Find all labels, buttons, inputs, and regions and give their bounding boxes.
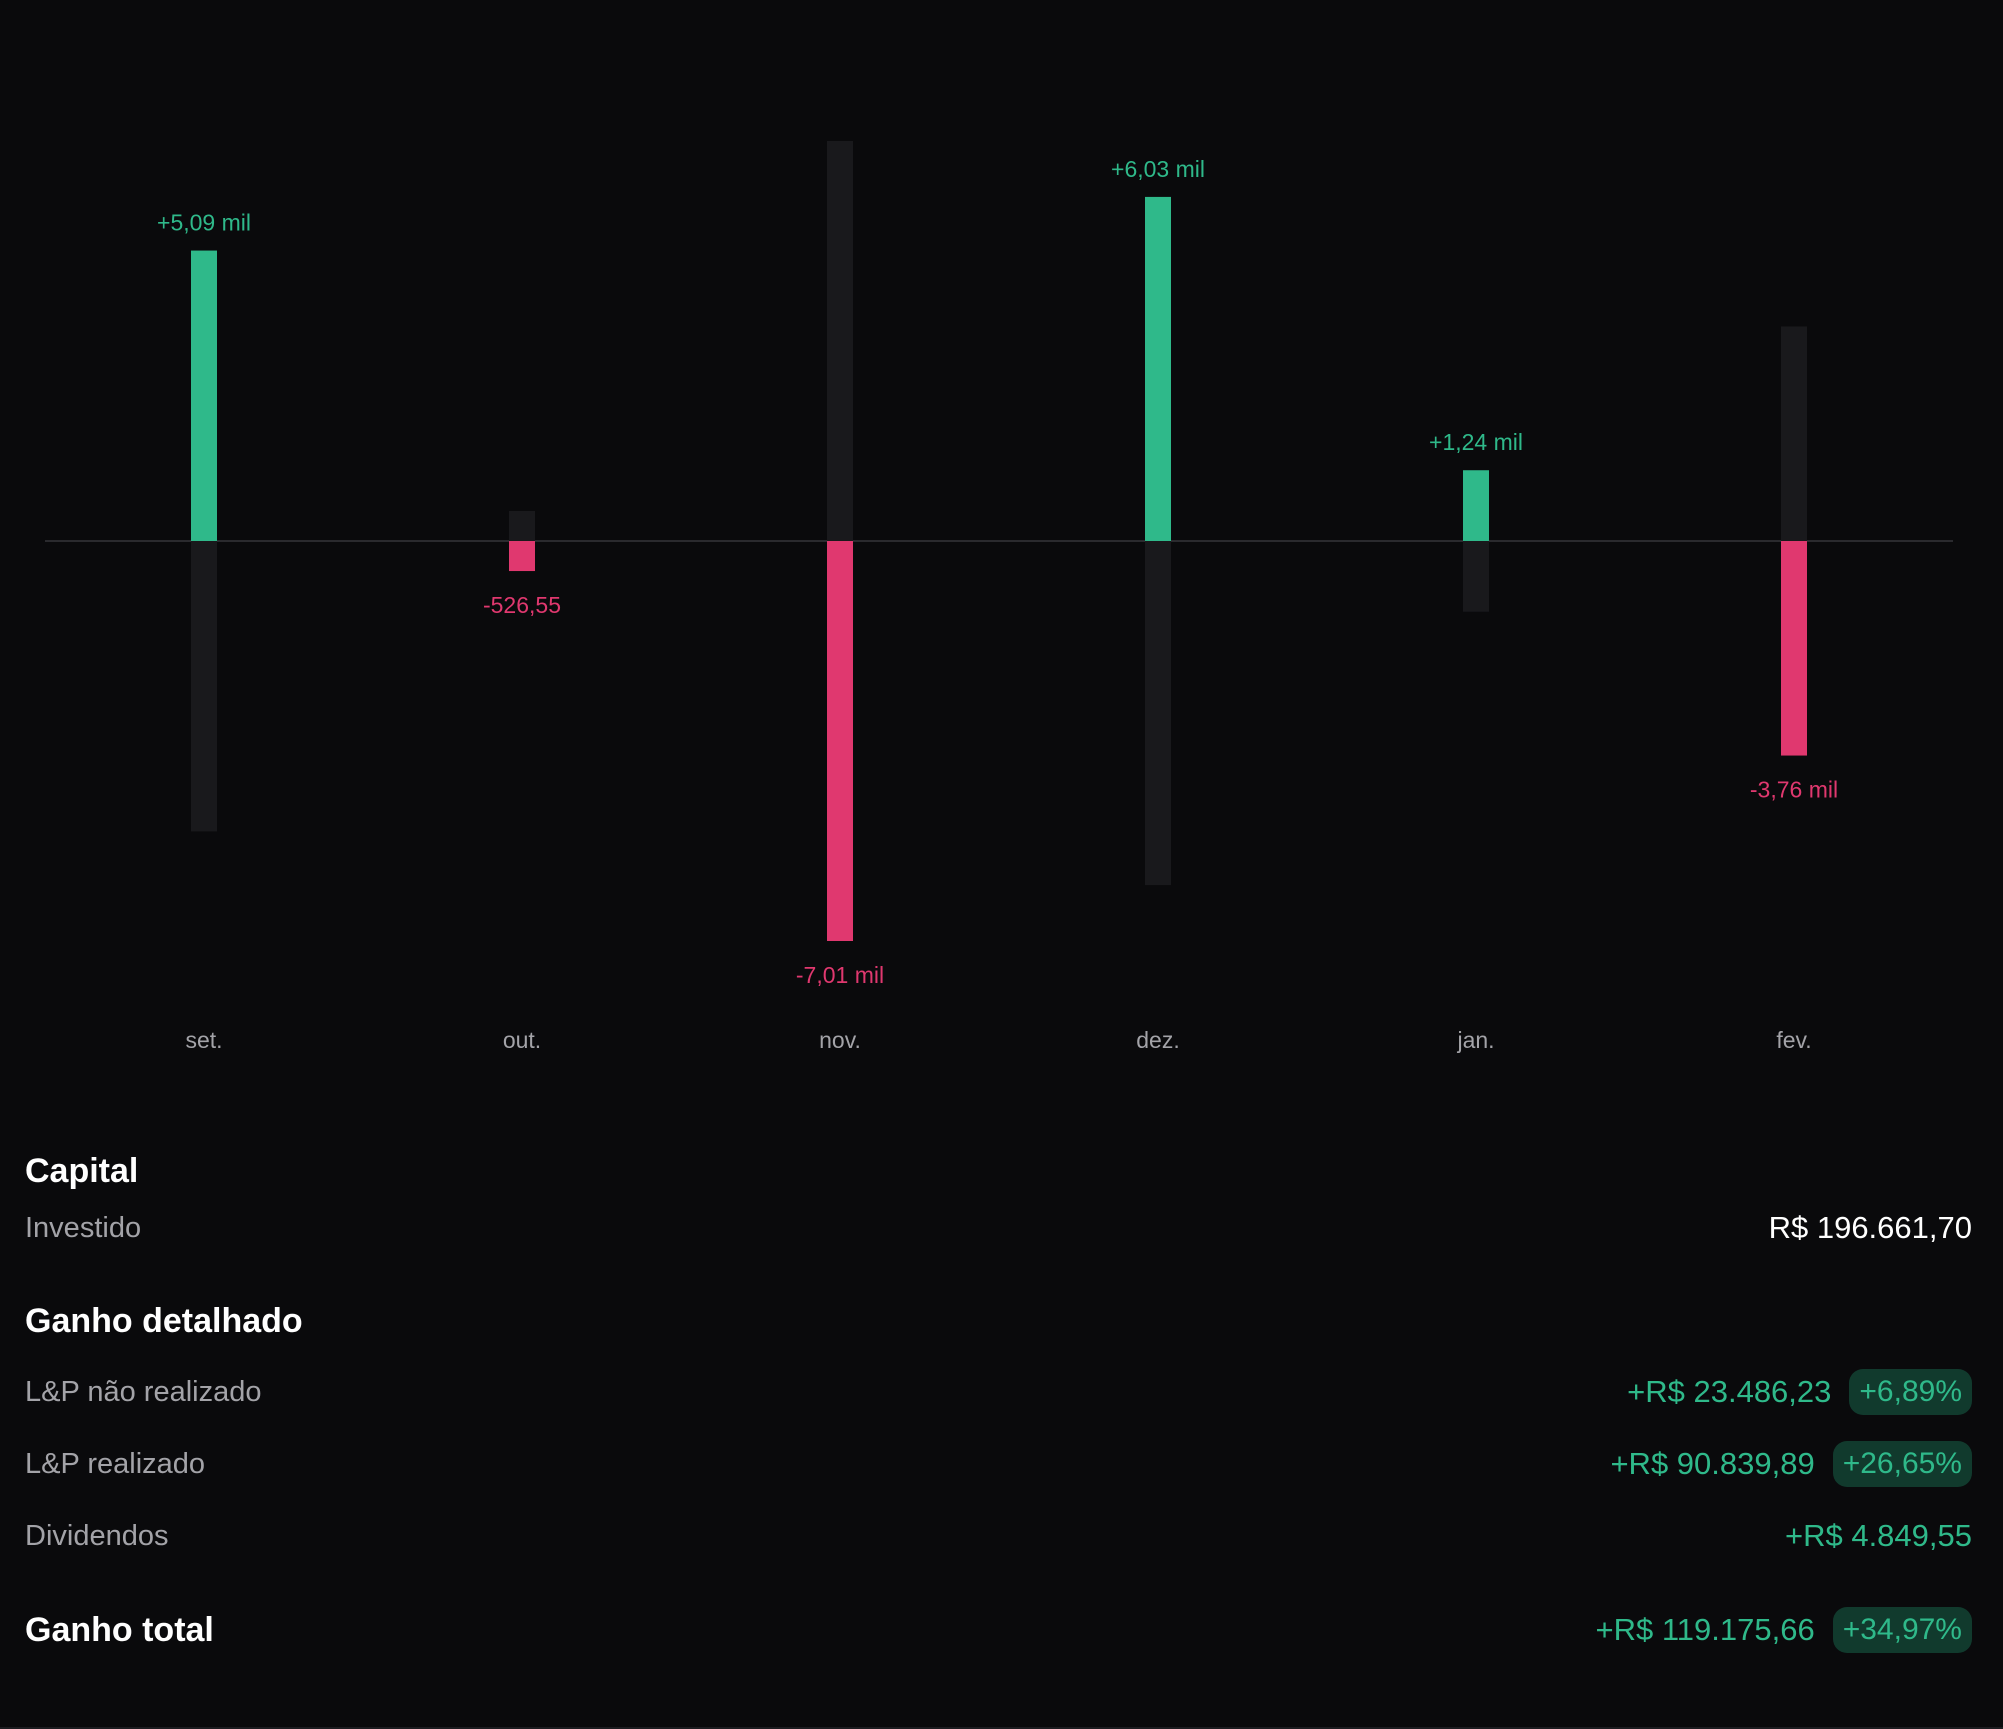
- value-label-4: +1,24 mil: [1429, 429, 1523, 455]
- total-values: +R$ 119.175,66 +34,97%: [1596, 1607, 1972, 1653]
- total-value: +R$ 119.175,66: [1595, 1612, 1815, 1647]
- tick-label-4: jan.: [1456, 1027, 1494, 1053]
- realized-values: +R$ 90.839,89 +26,65%: [1610, 1441, 1972, 1487]
- value-bar-2: [827, 541, 853, 941]
- value-label-3: +6,03 mil: [1111, 156, 1205, 182]
- dividends-row: Dividendos +R$ 4.849,55: [25, 1500, 1972, 1572]
- realized-row: L&P realizado +R$ 90.839,89 +26,65%: [25, 1428, 1972, 1500]
- value-label-1: -526,55: [483, 592, 561, 618]
- invested-row: Investido R$ 196.661,70: [25, 1192, 1972, 1264]
- summary-panel: Capital Investido R$ 196.661,70 Ganho de…: [25, 1150, 1972, 1674]
- tick-label-3: dez.: [1136, 1027, 1179, 1053]
- tick-label-5: fev.: [1776, 1027, 1811, 1053]
- dividends-label: Dividendos: [25, 1519, 169, 1552]
- value-bar-1: [509, 541, 535, 572]
- tick-label-0: set.: [185, 1027, 222, 1053]
- dividends-value: +R$ 4.849,55: [1784, 1518, 1972, 1553]
- tick-label-2: nov.: [819, 1027, 861, 1053]
- value-bar-3: [1145, 196, 1171, 542]
- total-pct-badge: +34,97%: [1832, 1607, 1972, 1653]
- value-label-5: -3,76 mil: [1750, 777, 1838, 803]
- unrealized-value: +R$ 23.486,23: [1627, 1374, 1832, 1409]
- value-bar-0: [191, 250, 217, 541]
- tick-label-1: out.: [503, 1027, 541, 1053]
- realized-label: L&P realizado: [25, 1447, 206, 1480]
- invested-label: Investido: [25, 1211, 142, 1244]
- unrealized-values: +R$ 23.486,23 +6,89%: [1627, 1369, 1972, 1415]
- unrealized-label: L&P não realizado: [25, 1375, 262, 1408]
- realized-value: +R$ 90.839,89: [1610, 1446, 1815, 1481]
- total-label: Ganho total: [25, 1610, 214, 1649]
- capital-title: Capital: [25, 1152, 139, 1190]
- total-row: Ganho total +R$ 119.175,66 +34,97%: [25, 1586, 1972, 1674]
- realized-pct-badge: +26,65%: [1832, 1441, 1972, 1487]
- value-bar-4: [1463, 470, 1489, 541]
- unrealized-row: L&P não realizado +R$ 23.486,23 +6,89%: [25, 1356, 1972, 1428]
- gain-detail-title: Ganho detalhado: [25, 1302, 303, 1340]
- bottom-divider: [0, 1727, 2003, 1729]
- bars-group: +5,09 mil set. -526,55 out. -7,01 mil nov. +6,…: [157, 141, 1838, 1053]
- monthly-gain-chart: +5,09 mil set. -526,55 out. -7,01 mil nov. +6,…: [45, 141, 1953, 1053]
- unrealized-pct-badge: +6,89%: [1849, 1369, 1972, 1415]
- invested-value: R$ 196.661,70: [1768, 1210, 1972, 1245]
- value-bar-5: [1781, 541, 1807, 756]
- value-label-2: -7,01 mil: [796, 962, 884, 988]
- value-label-0: +5,09 mil: [157, 210, 251, 236]
